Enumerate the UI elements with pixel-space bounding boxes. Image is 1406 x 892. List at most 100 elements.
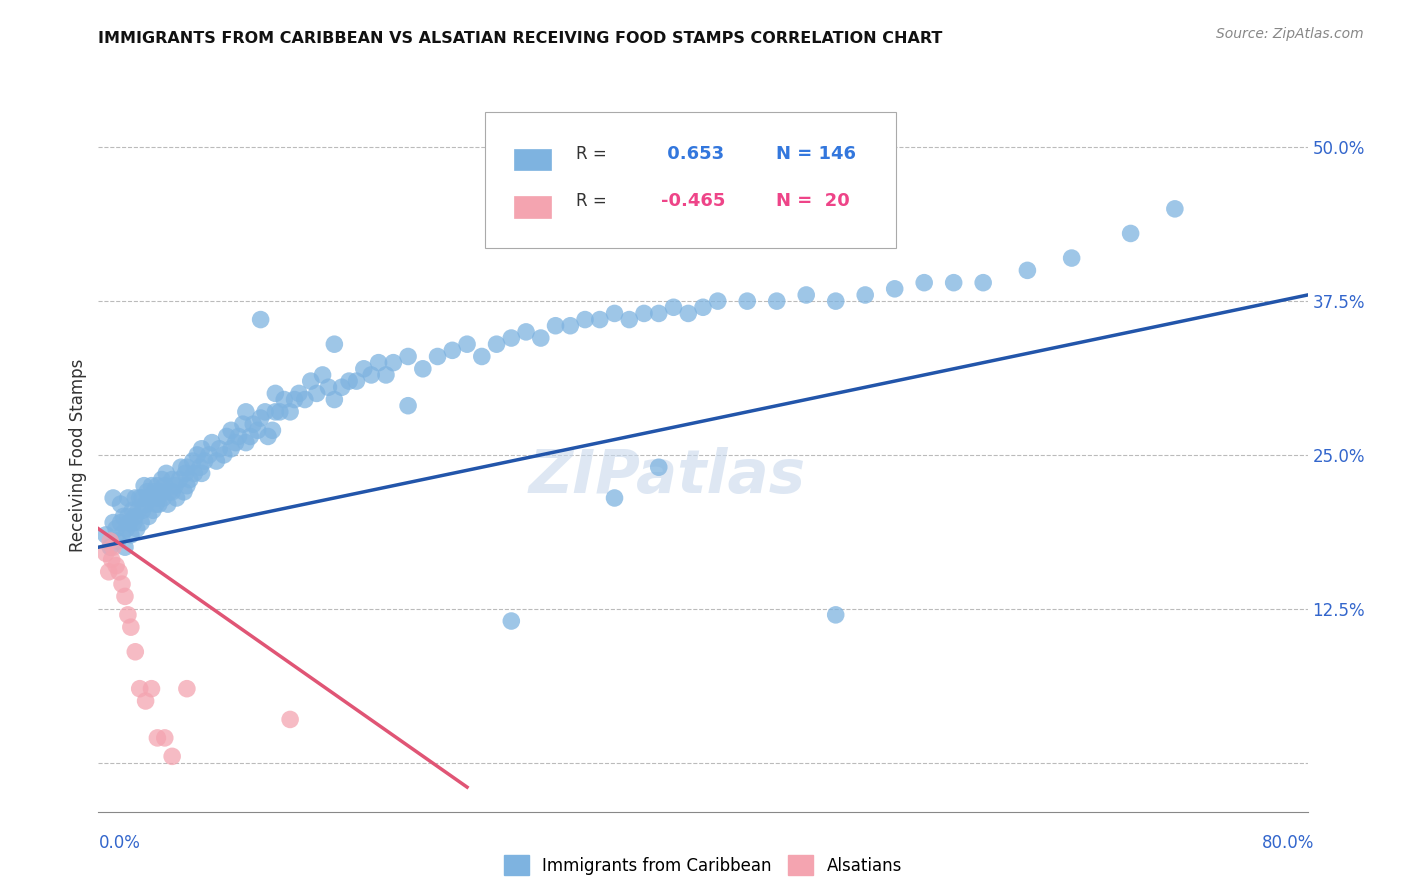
Point	[360, 368, 382, 382]
Point	[135, 497, 157, 511]
Point	[456, 337, 478, 351]
Point	[1119, 227, 1142, 241]
Point	[107, 534, 129, 549]
Point	[648, 306, 671, 320]
Point	[124, 645, 146, 659]
Point	[155, 467, 177, 481]
Point	[278, 405, 301, 419]
Point	[269, 405, 291, 419]
Point	[153, 478, 176, 492]
Point	[124, 509, 146, 524]
Point	[346, 374, 368, 388]
Point	[235, 435, 257, 450]
FancyBboxPatch shape	[515, 196, 551, 218]
Point	[972, 276, 994, 290]
Point	[124, 491, 146, 505]
Point	[98, 540, 121, 554]
Point	[382, 356, 405, 370]
Point	[824, 294, 846, 309]
Point	[853, 288, 876, 302]
Point	[152, 491, 174, 505]
Point	[122, 516, 145, 530]
Point	[232, 417, 254, 432]
Text: 0.0%: 0.0%	[98, 834, 141, 852]
Point	[128, 681, 150, 696]
Point	[1017, 263, 1039, 277]
Text: ZIPatlas: ZIPatlas	[529, 447, 806, 506]
Point	[262, 423, 284, 437]
Point	[94, 528, 117, 542]
Point	[186, 448, 208, 462]
Point	[141, 478, 163, 492]
Point	[283, 392, 305, 407]
Point	[111, 528, 134, 542]
Point	[205, 454, 228, 468]
Text: -0.465: -0.465	[661, 192, 725, 211]
FancyBboxPatch shape	[515, 149, 551, 170]
Point	[589, 312, 612, 326]
Text: IMMIGRANTS FROM CARIBBEAN VS ALSATIAN RECEIVING FOOD STAMPS CORRELATION CHART: IMMIGRANTS FROM CARIBBEAN VS ALSATIAN RE…	[98, 31, 943, 46]
Point	[323, 392, 346, 407]
Point	[648, 460, 671, 475]
Point	[254, 405, 277, 419]
Point	[110, 497, 132, 511]
Point	[318, 380, 340, 394]
Point	[426, 350, 449, 364]
Point	[544, 318, 567, 333]
Point	[101, 491, 124, 505]
Point	[165, 478, 187, 492]
Point	[146, 478, 169, 492]
Legend: Immigrants from Caribbean, Alsatians: Immigrants from Caribbean, Alsatians	[498, 848, 908, 882]
Point	[160, 749, 183, 764]
Point	[574, 312, 596, 326]
Point	[142, 503, 165, 517]
Point	[112, 509, 135, 524]
Point	[120, 620, 142, 634]
Point	[765, 294, 787, 309]
Point	[146, 731, 169, 745]
Point	[367, 356, 389, 370]
Point	[198, 448, 221, 462]
Point	[145, 497, 167, 511]
Point	[249, 411, 271, 425]
Text: 0.653: 0.653	[661, 145, 724, 163]
Text: N =  20: N = 20	[776, 192, 849, 211]
Point	[471, 350, 494, 364]
Point	[143, 484, 166, 499]
Point	[176, 681, 198, 696]
Point	[160, 484, 183, 499]
Point	[706, 294, 728, 309]
Point	[181, 454, 204, 468]
Point	[173, 484, 195, 499]
Text: 80.0%: 80.0%	[1263, 834, 1315, 852]
Text: N = 146: N = 146	[776, 145, 855, 163]
Point	[619, 312, 641, 326]
Point	[138, 509, 160, 524]
Point	[139, 491, 162, 505]
Point	[246, 423, 269, 437]
Point	[98, 534, 121, 549]
Point	[156, 497, 179, 511]
Point	[323, 337, 346, 351]
Point	[219, 442, 242, 456]
Point	[515, 325, 537, 339]
Point	[127, 503, 149, 517]
Point	[149, 484, 172, 499]
Point	[242, 417, 264, 432]
Point	[278, 713, 301, 727]
Point	[160, 473, 183, 487]
Point	[239, 429, 262, 443]
Point	[179, 473, 201, 487]
Point	[603, 491, 626, 505]
Point	[141, 681, 163, 696]
Point	[194, 454, 217, 468]
Point	[219, 423, 242, 437]
Point	[114, 590, 136, 604]
Point	[735, 294, 758, 309]
Point	[190, 467, 212, 481]
Point	[100, 552, 122, 566]
Point	[117, 509, 139, 524]
Text: R =: R =	[576, 192, 607, 211]
Point	[257, 429, 280, 443]
Point	[201, 435, 224, 450]
